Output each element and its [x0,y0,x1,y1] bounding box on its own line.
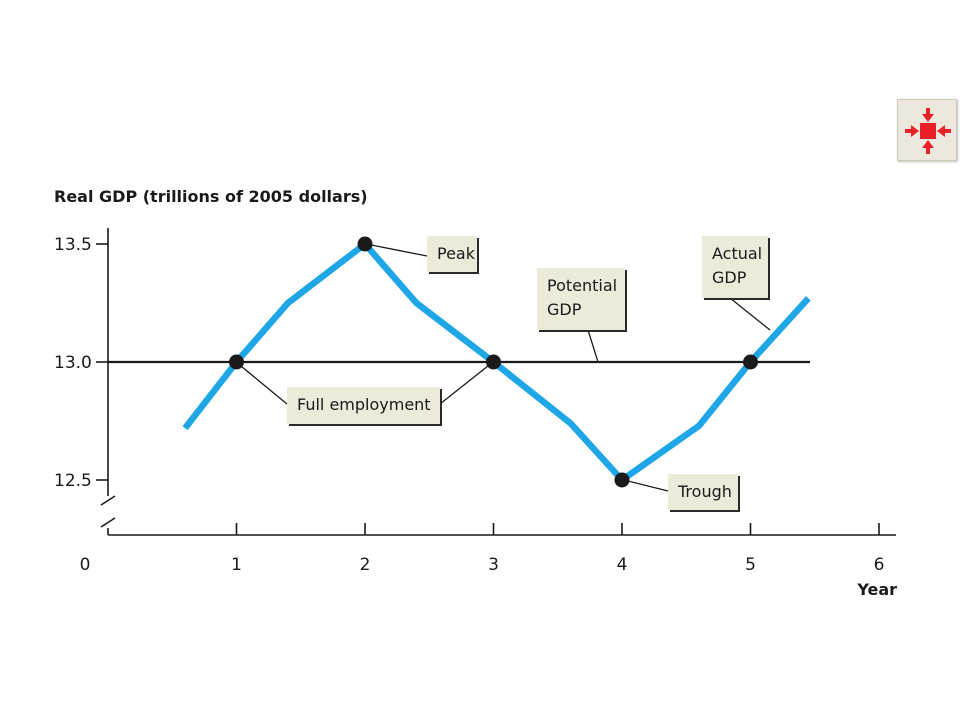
leader-line [729,297,771,331]
callout-label: Actual [712,244,762,263]
callout-label: GDP [712,268,747,287]
callout-box [702,236,768,298]
expand-button[interactable] [897,99,957,161]
callout-label: GDP [547,300,582,319]
peak-callout: Peak [365,236,479,274]
x-tick-label: 0 [80,555,91,575]
data-point [486,354,501,370]
y-tick-label: 13.5 [54,235,92,255]
callout-label: Potential [547,276,617,295]
axes: Real GDP (trillions of 2005 dollars) 12.5… [54,187,897,599]
leader-line [235,361,288,405]
callout-box [668,474,738,510]
axis-break-mark [100,517,116,528]
potential-gdp-callout: Potential GDP [537,268,627,363]
y-tick-label: 13.0 [54,353,92,373]
callout-label: Trough [677,482,732,501]
x-tick-label: 5 [745,555,756,575]
x-tick-label: 3 [488,555,499,575]
x-axis-label: Year [856,580,897,599]
callout-label: Peak [437,244,476,263]
y-tick-label: 12.5 [54,471,92,491]
leader-line [365,243,428,257]
data-point [357,236,373,252]
full-employment-callout: Full employment [235,361,494,426]
x-tick-label: 6 [874,555,885,575]
callout-box [287,387,440,424]
callout-box [427,236,477,272]
data-point [229,354,244,370]
callout-label: Full employment [297,395,431,414]
callout-box [537,268,625,330]
trough-callout: Trough [619,474,740,512]
x-tick-label: 4 [617,555,628,575]
data-markers [229,236,758,488]
expand-arrows-icon [905,108,951,154]
data-point [614,472,630,488]
x-tick-label: 1 [231,555,242,575]
data-point [743,354,758,370]
leader-line [587,329,599,363]
y-axis-label: Real GDP (trillions of 2005 dollars) [54,187,368,206]
x-tick-label: 2 [360,555,371,575]
leader-line [439,361,494,405]
axis-break-mark [100,495,116,506]
actual-gdp-callout: Actual GDP [702,236,771,331]
